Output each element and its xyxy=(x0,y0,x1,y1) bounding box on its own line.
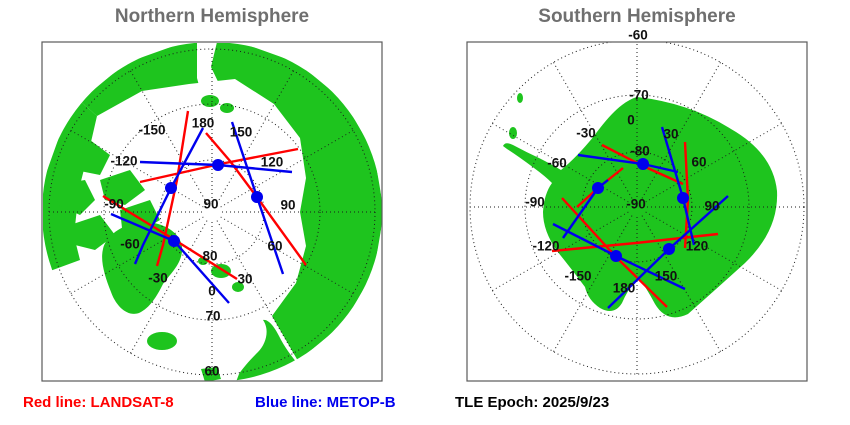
meridian-line xyxy=(220,216,354,294)
island xyxy=(509,127,517,139)
longitude-label: -60 xyxy=(547,156,567,171)
sh-plot-area xyxy=(469,42,805,375)
latitude-label: 60 xyxy=(204,364,219,379)
landmass xyxy=(70,215,115,250)
latitude-label: -60 xyxy=(628,28,648,43)
landmass xyxy=(100,170,145,205)
northern-map-title: Northern Hemisphere xyxy=(114,6,310,27)
longitude-label: -150 xyxy=(138,123,165,138)
latitude-ring xyxy=(524,94,750,320)
island xyxy=(517,93,523,103)
longitude-label: -60 xyxy=(120,237,140,252)
island xyxy=(147,332,177,350)
longitude-label: 30 xyxy=(663,127,678,142)
landmass xyxy=(503,97,778,318)
latitude-label: -70 xyxy=(629,88,649,103)
landsat8-legend: Red line: LANDSAT-8 xyxy=(23,394,174,411)
longitude-label: 120 xyxy=(261,155,284,170)
metopb-position-dot xyxy=(212,159,224,171)
latitude-ring xyxy=(159,159,265,265)
sea-inlet xyxy=(197,42,222,112)
longitude-label: 150 xyxy=(655,269,678,284)
meridian-line xyxy=(216,220,294,354)
metopb-position-dot xyxy=(592,182,604,194)
longitude-label: -120 xyxy=(110,154,137,169)
longitude-label: 60 xyxy=(267,239,282,254)
meridian-line xyxy=(130,220,208,354)
island xyxy=(220,103,234,113)
landmass xyxy=(80,43,382,361)
longitude-label: 150 xyxy=(230,125,253,140)
longitude-label: 180 xyxy=(613,281,636,296)
landmass xyxy=(55,180,95,215)
latitude-label: 90 xyxy=(203,197,218,212)
longitude-label: 90 xyxy=(704,199,719,214)
longitude-label: -90 xyxy=(104,197,124,212)
landmass xyxy=(60,140,110,175)
metopb-position-dot xyxy=(168,235,180,247)
map-frame xyxy=(41,41,383,382)
meridian-line xyxy=(220,130,354,208)
metopb-legend: Blue line: METOP-B xyxy=(255,394,396,411)
longitude-label: -30 xyxy=(148,271,168,286)
landsat8-groundtrack xyxy=(205,132,307,266)
metopb-position-dot xyxy=(251,191,263,203)
southern-map-title: Southern Hemisphere xyxy=(538,6,736,27)
nh-plot-area xyxy=(43,42,382,381)
longitude-label: -90 xyxy=(525,195,545,210)
longitude-label: -120 xyxy=(532,239,559,254)
longitude-label: -30 xyxy=(576,126,596,141)
latitude-label: -80 xyxy=(630,144,650,159)
metopb-position-dot xyxy=(677,192,689,204)
meridian-line xyxy=(130,70,208,204)
landsat8-groundtrack xyxy=(551,232,719,253)
meridian-line xyxy=(216,70,294,204)
longitude-label: 60 xyxy=(691,155,706,170)
metopb-groundtrack xyxy=(133,127,205,265)
longitude-label: 0 xyxy=(627,113,635,128)
latitude-label: 70 xyxy=(205,309,220,324)
meridian-line xyxy=(70,216,204,294)
island xyxy=(201,95,219,107)
island xyxy=(232,282,244,292)
landsat8-groundtrack xyxy=(155,110,190,267)
island xyxy=(211,264,231,278)
latitude-label: 80 xyxy=(202,249,217,264)
map-frame xyxy=(466,41,808,382)
tle-epoch-label: TLE Epoch: 2025/9/23 xyxy=(455,394,610,411)
longitude-label: 90 xyxy=(280,198,295,213)
latitude-label: -90 xyxy=(626,197,646,212)
metopb-position-dot xyxy=(637,158,649,170)
longitude-label: 120 xyxy=(686,239,709,254)
metopb-position-dot xyxy=(165,182,177,194)
metopb-position-dot xyxy=(663,243,675,255)
longitude-label: 0 xyxy=(208,284,216,299)
metopb-position-dot xyxy=(610,250,622,262)
longitude-label: -150 xyxy=(564,269,591,284)
longitude-label: 30 xyxy=(237,272,252,287)
latitude-ring xyxy=(103,103,321,321)
longitude-label: 180 xyxy=(192,116,215,131)
meridian-line xyxy=(70,130,204,208)
